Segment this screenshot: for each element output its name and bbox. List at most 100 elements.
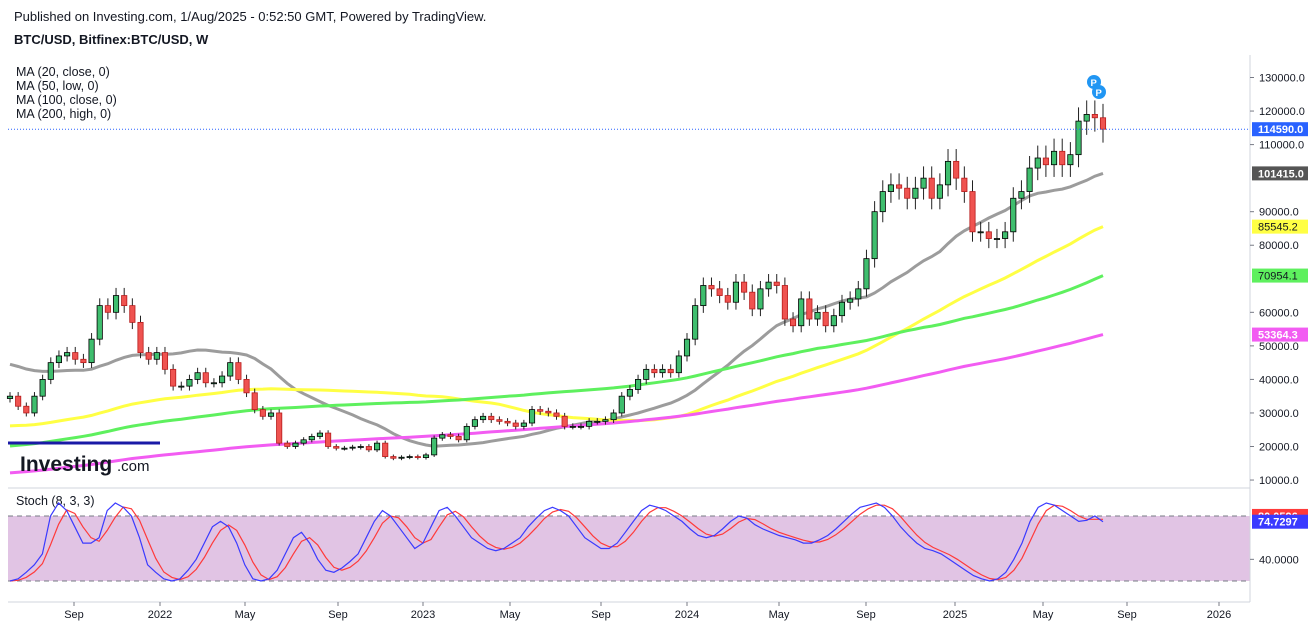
candle-body xyxy=(667,368,674,374)
candle-body xyxy=(985,231,992,239)
price-tick-label: 120000.0 xyxy=(1259,106,1305,118)
candle-body xyxy=(683,338,691,357)
candle-body xyxy=(863,258,870,290)
candle-body xyxy=(300,439,307,444)
price-tick-label: 50000.0 xyxy=(1259,341,1299,353)
candle-body xyxy=(357,446,364,448)
stoch-k-line xyxy=(9,502,1104,582)
time-tick-label: 2022 xyxy=(148,609,172,621)
candle-body xyxy=(659,368,666,374)
published-info: Published on Investing.com, 1/Aug/2025 -… xyxy=(14,9,487,24)
time-tick-label: May xyxy=(769,609,790,621)
candle-body xyxy=(855,288,862,300)
price-label-bg xyxy=(1252,219,1308,234)
symbol-title: BTC/USD, Bitfinex:BTC/USD, W xyxy=(14,32,209,47)
time-tick-label: Sep xyxy=(591,609,611,621)
ma-legend: MA (20, close, 0) MA (50, low, 0) MA (10… xyxy=(16,65,117,121)
candle-body xyxy=(561,415,568,427)
candle-body xyxy=(1051,150,1058,166)
candle-body xyxy=(235,362,242,380)
candle-body xyxy=(716,288,723,296)
candle-body xyxy=(431,437,438,456)
candle-body xyxy=(55,355,62,364)
p-marker-label: P xyxy=(1091,78,1098,89)
main-panel xyxy=(6,100,1250,475)
candle-body xyxy=(512,422,519,427)
price-label-bg xyxy=(1252,122,1308,137)
candle-body xyxy=(463,425,470,441)
candle-body xyxy=(732,281,739,303)
candle-body xyxy=(602,419,609,422)
ma-legend-item[interactable]: MA (50, low, 0) xyxy=(16,79,99,93)
candle-body xyxy=(398,456,405,459)
candle-body xyxy=(316,432,324,437)
candle-body xyxy=(741,281,748,293)
ma-legend-item[interactable]: MA (100, close, 0) xyxy=(16,93,117,107)
candle-body xyxy=(594,420,601,423)
candle-body xyxy=(635,379,642,390)
candle-body xyxy=(414,456,421,458)
candle-body xyxy=(210,382,217,385)
candle-body xyxy=(724,295,731,303)
candle-body xyxy=(439,434,446,439)
investing-logo: Investing .com P P xyxy=(20,75,1106,476)
candle-body xyxy=(1010,197,1017,233)
stoch-title: Stoch (8, 3, 3) xyxy=(16,494,95,508)
candle-body xyxy=(781,285,788,320)
price-tick-label: 40000.0 xyxy=(1259,374,1299,386)
candle-body xyxy=(194,372,201,380)
ma-line-2 xyxy=(9,274,1104,448)
candle-body xyxy=(406,456,413,458)
candle-body xyxy=(773,281,780,286)
ma-line-3 xyxy=(9,333,1104,475)
ma-legend-item[interactable]: MA (20, close, 0) xyxy=(16,65,110,79)
candle-body xyxy=(993,238,1001,240)
candle-body xyxy=(577,425,585,428)
candle-body xyxy=(1034,157,1041,169)
candle-body xyxy=(692,305,699,340)
candle-body xyxy=(920,177,927,189)
candle-body xyxy=(675,355,682,374)
candle-body xyxy=(31,395,38,414)
candle-body xyxy=(480,415,487,421)
candle-body xyxy=(1059,150,1066,166)
candle-body xyxy=(178,385,185,388)
stoch-k-label-bg xyxy=(1252,514,1308,529)
price-tick-label: 60000.0 xyxy=(1259,307,1299,319)
candle-body xyxy=(88,338,95,364)
candle-body xyxy=(422,454,430,458)
candle-body xyxy=(700,285,707,307)
candle-body xyxy=(161,352,169,370)
stoch-k-label: 74.7297 xyxy=(1258,517,1298,529)
candle-body xyxy=(912,187,919,199)
time-tick-label: Sep xyxy=(856,609,876,621)
candle-body xyxy=(904,187,911,199)
ma-legend-item[interactable]: MA (200, high, 0) xyxy=(16,107,112,121)
stoch-tick-label: 40.0000 xyxy=(1259,554,1299,566)
candle-body xyxy=(455,436,462,441)
candle-body xyxy=(202,372,209,384)
candle-body xyxy=(757,288,764,310)
candle-body xyxy=(928,177,935,199)
candle-body xyxy=(137,321,144,353)
candle-body xyxy=(153,352,160,360)
time-tick-label: 2026 xyxy=(1207,609,1231,621)
candle-body xyxy=(72,352,79,360)
candle-body xyxy=(488,415,495,421)
candle-body xyxy=(545,410,552,414)
candle-body xyxy=(969,191,976,233)
candle-body xyxy=(1091,114,1098,119)
candle-body xyxy=(349,446,356,449)
time-tick-label: 2023 xyxy=(411,609,435,621)
candle-body xyxy=(1099,117,1107,130)
time-tick-label: Sep xyxy=(1117,609,1137,621)
price-label: 85545.2 xyxy=(1258,222,1298,234)
candle-body xyxy=(1042,157,1049,166)
price-tick-label: 10000.0 xyxy=(1259,475,1299,487)
ma-line-1 xyxy=(9,225,1104,428)
candle-body xyxy=(145,352,152,360)
candle-body xyxy=(374,442,381,451)
candle-body xyxy=(284,442,291,447)
candle-body xyxy=(1002,231,1009,239)
